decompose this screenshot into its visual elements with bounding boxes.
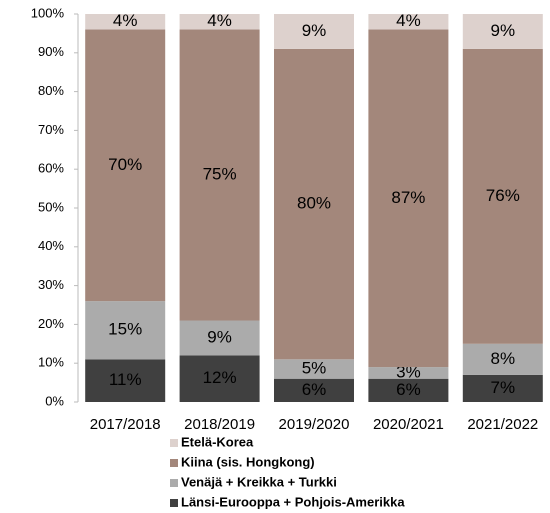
y-tick-label: 50%	[38, 199, 64, 214]
data-label: 9%	[302, 21, 327, 40]
data-label: 4%	[207, 11, 232, 30]
data-label: 75%	[203, 165, 237, 184]
x-tick-label: 2017/2018	[90, 416, 161, 433]
y-tick-label: 0%	[45, 393, 64, 408]
x-tick-label: 2021/2022	[467, 416, 538, 433]
x-tick-label: 2020/2021	[373, 416, 444, 433]
y-tick-label: 10%	[38, 355, 64, 370]
bar-segment	[462, 14, 543, 49]
data-label: 5%	[302, 359, 327, 378]
legend-label: Kiina (sis. Hongkong)	[181, 454, 315, 469]
bar-segment	[179, 355, 260, 402]
legend-swatch	[170, 459, 178, 467]
data-label: 4%	[396, 11, 421, 30]
y-tick-label: 40%	[38, 238, 64, 253]
data-label: 6%	[396, 380, 421, 399]
bar-segment	[368, 367, 449, 379]
bar-segment	[85, 301, 166, 360]
y-tick-label: 80%	[38, 83, 64, 98]
data-label: 8%	[491, 349, 516, 368]
data-label: 4%	[113, 11, 138, 30]
data-label: 12%	[203, 368, 237, 387]
bar-segment	[462, 374, 543, 402]
bar-segment	[274, 378, 354, 402]
bar-segment	[85, 359, 166, 402]
data-label: 11%	[109, 370, 142, 389]
bar-segment	[368, 378, 449, 402]
y-tick-label: 60%	[38, 161, 64, 176]
y-tick-label: 70%	[38, 122, 64, 137]
bar-segment	[85, 14, 166, 30]
y-tick-label: 30%	[38, 277, 64, 292]
x-tick-label: 2019/2020	[279, 416, 350, 433]
legend-swatch	[170, 499, 178, 507]
bar-segment	[462, 343, 543, 375]
bar-segment	[368, 14, 449, 30]
data-label: 87%	[391, 188, 425, 207]
data-label: 6%	[302, 380, 327, 399]
data-label: 15%	[108, 320, 142, 339]
data-label: 3%	[396, 362, 421, 381]
data-label: 80%	[297, 194, 331, 213]
legend-label: Etelä-Korea	[181, 434, 254, 449]
legend-swatch	[170, 479, 178, 487]
bar-segment	[85, 29, 166, 302]
bar-segment	[179, 14, 260, 30]
bar-segment	[274, 48, 354, 360]
y-tick-label: 100%	[31, 5, 65, 20]
data-label: 76%	[486, 186, 520, 205]
bar-segment	[274, 359, 354, 379]
data-label: 9%	[491, 21, 516, 40]
y-tick-label: 20%	[38, 316, 64, 331]
data-label: 9%	[207, 327, 232, 346]
bar-segment	[179, 29, 260, 321]
data-label: 70%	[108, 155, 142, 174]
bar-segment	[179, 320, 260, 356]
bar-segment	[462, 48, 543, 344]
bar-segment	[368, 29, 449, 368]
legend-swatch	[170, 439, 178, 447]
legend-label: Venäjä + Kreikka + Turkki	[181, 474, 337, 489]
y-tick-label: 90%	[38, 44, 64, 59]
x-tick-label: 2018/2019	[184, 416, 255, 433]
legend-label: Länsi-Eurooppa + Pohjois-Amerikka	[181, 494, 405, 509]
bar-segment	[274, 14, 354, 49]
data-label: 7%	[491, 378, 516, 397]
